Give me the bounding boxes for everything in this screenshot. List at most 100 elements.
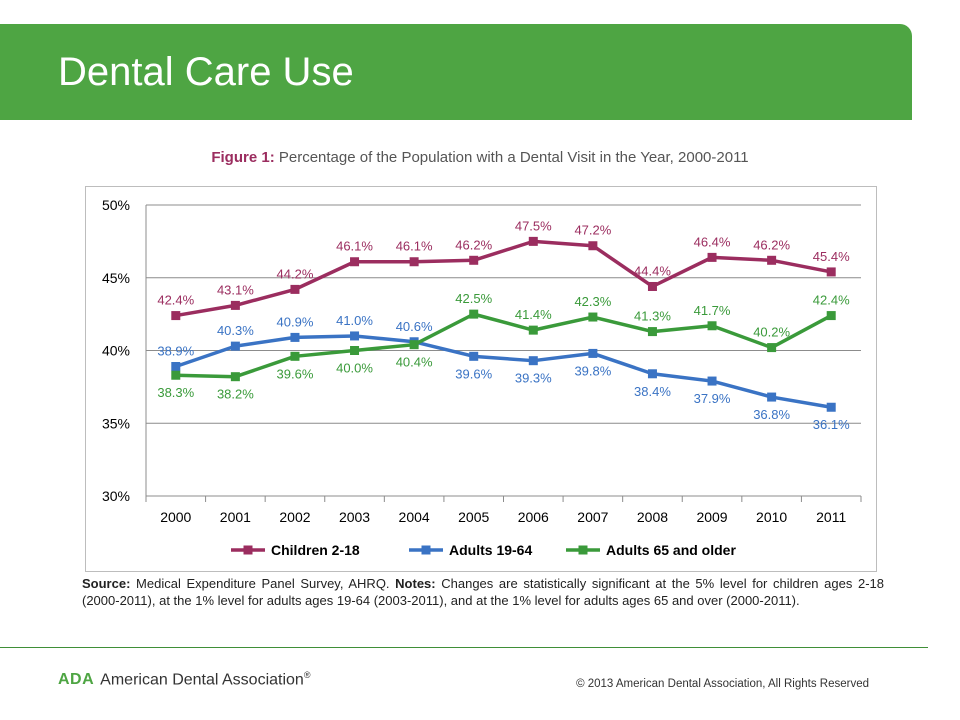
source-notes: Source: Medical Expenditure Panel Survey… bbox=[82, 576, 884, 609]
legend-label: Children 2-18 bbox=[271, 542, 360, 558]
data-point bbox=[350, 331, 360, 341]
data-point bbox=[230, 300, 240, 310]
series-line bbox=[175, 334, 832, 409]
ada-logo-name: American Dental Association bbox=[100, 671, 304, 689]
data-point bbox=[350, 346, 360, 355]
data-label: 39.8% bbox=[574, 363, 611, 378]
x-tick-label: 2010 bbox=[756, 509, 787, 525]
data-point bbox=[826, 402, 836, 412]
figure-caption-text: Percentage of the Population with a Dent… bbox=[274, 149, 749, 166]
series-line bbox=[175, 312, 833, 379]
data-label: 38.2% bbox=[217, 387, 254, 402]
x-tick-label: 2001 bbox=[220, 509, 251, 525]
series-line bbox=[175, 239, 832, 318]
data-label: 39.6% bbox=[455, 366, 492, 381]
data-label: 41.7% bbox=[694, 303, 731, 318]
data-label: 47.5% bbox=[515, 218, 552, 233]
x-tick-label: 2000 bbox=[160, 509, 191, 525]
data-label: 46.4% bbox=[694, 234, 731, 249]
data-point bbox=[528, 356, 538, 366]
data-point bbox=[290, 332, 300, 342]
data-point bbox=[707, 252, 717, 262]
data-point bbox=[707, 376, 717, 386]
data-label: 42.3% bbox=[574, 294, 611, 309]
copyright-notice: © 2013 American Dental Association, All … bbox=[576, 678, 869, 690]
y-tick-label: 35% bbox=[102, 415, 130, 431]
data-label: 46.2% bbox=[455, 237, 492, 252]
data-label: 47.2% bbox=[574, 223, 611, 238]
data-point bbox=[350, 257, 360, 267]
data-point bbox=[588, 348, 598, 358]
data-label: 38.4% bbox=[634, 384, 671, 399]
data-point bbox=[767, 392, 777, 402]
source-text: Medical Expenditure Panel Survey, AHRQ. bbox=[130, 576, 396, 591]
data-label: 43.1% bbox=[217, 282, 254, 297]
line-chart: 30% 35% 40% 45% 50% 2000 2001 2002 2003 2004 2005 2… bbox=[102, 197, 862, 558]
data-label: 40.3% bbox=[217, 323, 254, 338]
data-point bbox=[230, 341, 240, 351]
data-point bbox=[409, 340, 419, 350]
notes-text: Changes are statistically significant at… bbox=[82, 576, 885, 608]
data-point bbox=[469, 351, 479, 361]
data-label: 46.2% bbox=[753, 237, 790, 252]
x-tick-label: 2002 bbox=[279, 509, 310, 525]
data-label: 44.4% bbox=[634, 263, 671, 278]
data-label: 40.6% bbox=[396, 319, 433, 334]
data-label: 39.3% bbox=[515, 371, 552, 386]
data-label: 41.4% bbox=[515, 307, 552, 322]
y-tick-label: 45% bbox=[102, 270, 130, 286]
x-tick-label: 2007 bbox=[577, 509, 608, 525]
data-point bbox=[767, 343, 777, 353]
registered-mark: ® bbox=[303, 670, 311, 680]
y-tick-label: 40% bbox=[102, 343, 130, 359]
data-point bbox=[171, 362, 181, 372]
data-label: 41.3% bbox=[634, 309, 671, 324]
y-tick-label: 50% bbox=[102, 197, 130, 213]
x-tick-label: 2006 bbox=[518, 509, 549, 525]
data-label: 42.4% bbox=[813, 293, 850, 308]
data-point bbox=[767, 255, 777, 265]
x-tick-label: 2011 bbox=[816, 509, 846, 525]
title-banner bbox=[0, 24, 912, 120]
data-label: 40.0% bbox=[336, 361, 373, 376]
legend-swatch-marker bbox=[578, 545, 588, 555]
ada-logo-abbrev: ADA bbox=[58, 671, 95, 689]
data-label: 46.1% bbox=[396, 239, 433, 254]
data-point bbox=[588, 312, 598, 322]
slide-title: Dental Care Use bbox=[58, 50, 354, 94]
data-point bbox=[171, 311, 181, 321]
source-label: Source: bbox=[82, 576, 131, 591]
data-label: 36.1% bbox=[813, 417, 850, 432]
data-label: 40.4% bbox=[396, 355, 433, 370]
legend-swatch-marker bbox=[421, 545, 431, 555]
data-point bbox=[290, 284, 300, 294]
data-point bbox=[588, 241, 598, 251]
x-tick-label: 2005 bbox=[458, 509, 489, 525]
y-tick-label: 30% bbox=[102, 488, 130, 504]
data-label: 42.5% bbox=[455, 291, 492, 306]
data-label: 40.2% bbox=[753, 325, 790, 340]
footer-divider bbox=[0, 647, 928, 648]
x-tick-label: 2003 bbox=[339, 509, 370, 525]
data-label: 39.6% bbox=[277, 366, 314, 381]
data-label: 42.4% bbox=[157, 293, 194, 308]
data-label: 40.9% bbox=[277, 314, 314, 329]
chart-frame: 30% 35% 40% 45% 50% 2000 2001 2002 2003 2004 2005 2… bbox=[85, 186, 877, 572]
legend-swatch-marker bbox=[243, 545, 253, 555]
data-point bbox=[707, 321, 717, 331]
data-point bbox=[826, 267, 836, 277]
x-tick-label: 2008 bbox=[637, 509, 668, 525]
data-point bbox=[171, 370, 181, 380]
data-label: 44.2% bbox=[277, 266, 314, 281]
data-point bbox=[826, 311, 836, 321]
data-label: 45.4% bbox=[813, 249, 850, 264]
data-label: 38.3% bbox=[157, 385, 194, 400]
figure-caption: Figure 1: Percentage of the Population w… bbox=[0, 149, 960, 166]
legend-label: Adults 19-64 bbox=[449, 542, 532, 558]
data-label: 37.9% bbox=[694, 391, 731, 406]
data-point bbox=[230, 372, 240, 382]
figure-label: Figure 1: bbox=[211, 149, 275, 166]
data-point bbox=[290, 351, 300, 361]
notes-label: Notes: bbox=[395, 576, 436, 591]
x-tick-label: 2009 bbox=[696, 509, 727, 525]
